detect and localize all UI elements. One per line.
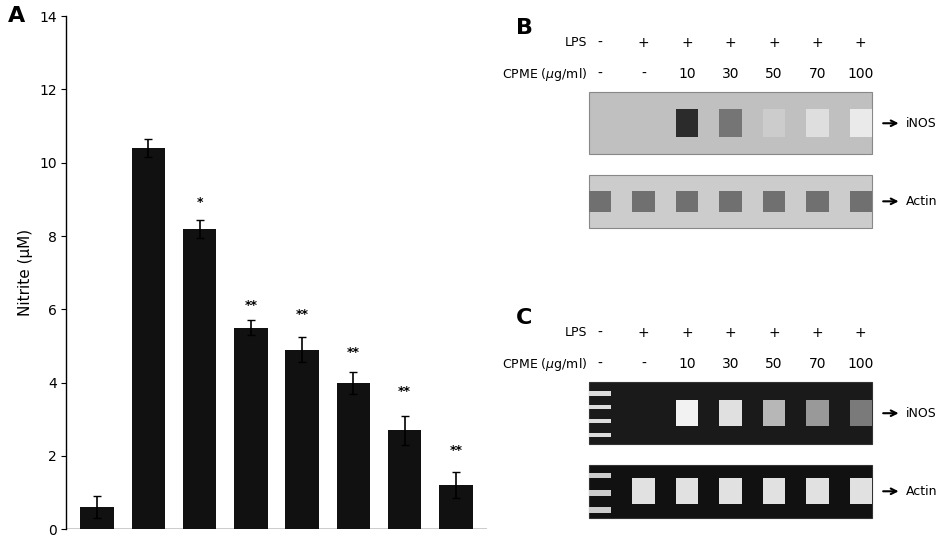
Bar [676,478,698,504]
Bar [589,508,612,512]
Y-axis label: Nitrite (μM): Nitrite (μM) [18,229,33,316]
Bar [589,92,872,154]
Bar [589,433,612,437]
Bar [132,148,165,529]
Text: +: + [637,36,650,50]
Bar [849,191,872,212]
Bar [720,478,742,504]
Text: CPME ($\mu$g/ml): CPME ($\mu$g/ml) [502,66,587,83]
Text: 10: 10 [678,67,696,81]
Text: -: - [598,326,602,340]
Bar [676,191,698,212]
Text: Actin: Actin [905,485,938,498]
Bar [849,109,872,137]
Text: LPS: LPS [565,37,587,50]
Bar [589,464,872,518]
Bar [439,485,473,529]
Text: +: + [681,326,693,340]
Text: iNOS: iNOS [905,117,937,130]
Text: +: + [768,36,779,50]
Text: +: + [637,326,650,340]
Text: C: C [516,308,532,328]
Text: +: + [855,326,867,340]
Text: +: + [768,326,779,340]
Text: 10: 10 [678,357,696,371]
Text: A: A [8,6,25,26]
Bar [183,229,216,529]
Bar [720,191,742,212]
Bar [762,109,785,137]
Text: +: + [724,36,737,50]
Bar [849,478,872,504]
Bar [806,478,829,504]
Text: +: + [681,36,693,50]
Text: 50: 50 [765,67,782,81]
Bar [589,174,872,228]
Text: B: B [516,18,533,38]
Text: CPME ($\mu$g/ml): CPME ($\mu$g/ml) [502,356,587,373]
Text: -: - [641,357,646,371]
Bar [806,400,829,427]
Text: **: ** [398,385,411,398]
Text: Actin: Actin [905,195,938,208]
Bar [285,350,319,529]
Bar [633,191,654,212]
Bar [720,400,742,427]
Bar [720,109,742,137]
Bar [806,191,829,212]
Bar [234,328,267,529]
Text: 100: 100 [848,67,874,81]
Bar [676,400,698,427]
Text: **: ** [295,308,309,321]
Text: 100: 100 [848,357,874,371]
Text: -: - [598,36,602,50]
Bar [589,405,612,409]
Text: 30: 30 [722,357,740,371]
Bar [589,392,612,396]
Text: 70: 70 [809,357,826,371]
Bar [762,478,785,504]
Text: 50: 50 [765,357,782,371]
Text: **: ** [347,346,360,359]
Bar [849,400,872,427]
Text: **: ** [244,299,258,312]
Bar [337,383,370,529]
Text: +: + [724,326,737,340]
Bar [589,473,612,478]
Text: iNOS: iNOS [905,407,937,420]
Bar [762,191,785,212]
Text: -: - [641,67,646,81]
Text: 30: 30 [722,67,740,81]
Text: +: + [855,36,867,50]
Text: LPS: LPS [565,326,587,340]
Bar [633,478,654,504]
Text: +: + [812,326,823,340]
Text: 70: 70 [809,67,826,81]
Text: -: - [598,67,602,81]
Text: +: + [812,36,823,50]
Bar [589,191,612,212]
Bar [589,419,612,423]
Bar [806,109,829,137]
Text: **: ** [450,444,462,457]
Bar [388,430,421,529]
Bar [762,400,785,427]
Text: -: - [598,357,602,371]
Bar [676,109,698,137]
Bar [589,490,612,496]
Bar [589,382,872,444]
Text: *: * [196,195,203,208]
Bar [80,507,114,529]
